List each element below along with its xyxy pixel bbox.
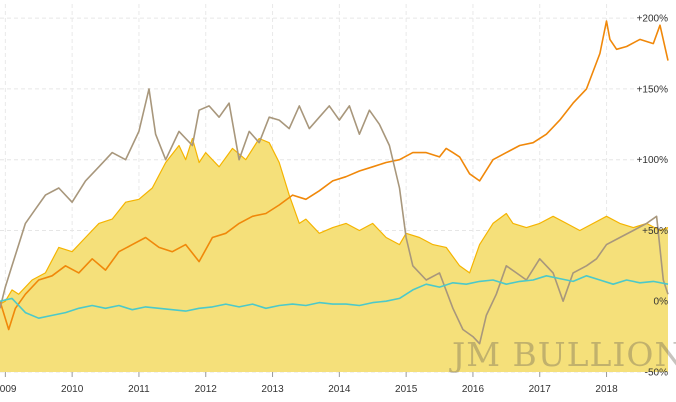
x-tick-label: 2014 [328,384,351,395]
y-axis-ticks: +200% +150% +100% +50% 0% -50% [637,14,669,379]
series-gold-line [0,137,669,305]
series-orange-line [0,20,669,331]
x-axis-ticks: 2009 2010 2011 2012 2013 2014 2015 2016 2017 2018 [0,372,618,395]
series-gold-area [0,138,668,372]
y-tick-label: -50% [645,368,668,379]
x-tick-label: 2010 [61,384,84,395]
watermark-logo: JM BULLION [449,335,676,374]
x-tick-label: 2012 [195,384,218,395]
x-tick-label: 2013 [261,384,284,395]
x-tick-label: 2011 [128,384,150,395]
y-tick-label: +200% [637,14,669,25]
y-tick-label: +50% [642,226,668,237]
x-tick-label: 2018 [595,384,618,395]
x-tick-label: 2009 [0,384,17,395]
series-teal-line [0,275,669,319]
x-tick-label: 2015 [395,384,418,395]
x-tick-label: 2016 [462,384,485,395]
y-tick-label: +150% [637,84,669,95]
y-tick-label: 0% [654,297,669,308]
y-tick-label: +100% [637,155,669,166]
x-tick-label: 2017 [529,384,552,395]
series-layer [0,20,669,372]
